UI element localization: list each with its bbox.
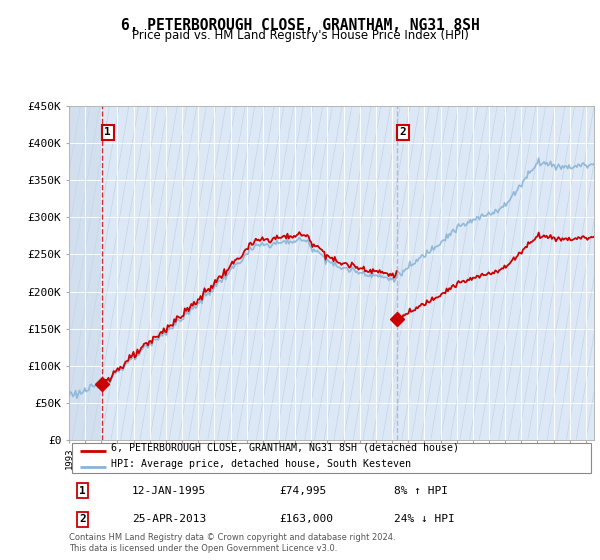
FancyBboxPatch shape xyxy=(71,444,592,473)
Text: 8% ↑ HPI: 8% ↑ HPI xyxy=(395,486,449,496)
Text: Contains HM Land Registry data © Crown copyright and database right 2024.
This d: Contains HM Land Registry data © Crown c… xyxy=(69,533,395,553)
Text: 25-APR-2013: 25-APR-2013 xyxy=(132,514,206,524)
Text: 2: 2 xyxy=(79,514,86,524)
Bar xyxy=(69,106,102,440)
Text: 1: 1 xyxy=(104,127,111,137)
Text: £74,995: £74,995 xyxy=(279,486,326,496)
Text: 24% ↓ HPI: 24% ↓ HPI xyxy=(395,514,455,524)
Text: 6, PETERBOROUGH CLOSE, GRANTHAM, NG31 8SH: 6, PETERBOROUGH CLOSE, GRANTHAM, NG31 8S… xyxy=(121,18,479,33)
Text: 2: 2 xyxy=(400,127,406,137)
Text: 6, PETERBOROUGH CLOSE, GRANTHAM, NG31 8SH (detached house): 6, PETERBOROUGH CLOSE, GRANTHAM, NG31 8S… xyxy=(111,442,459,452)
Text: 12-JAN-1995: 12-JAN-1995 xyxy=(132,486,206,496)
Text: £163,000: £163,000 xyxy=(279,514,333,524)
Text: 1: 1 xyxy=(79,486,86,496)
Text: HPI: Average price, detached house, South Kesteven: HPI: Average price, detached house, Sout… xyxy=(111,459,411,469)
Text: Price paid vs. HM Land Registry's House Price Index (HPI): Price paid vs. HM Land Registry's House … xyxy=(131,29,469,42)
